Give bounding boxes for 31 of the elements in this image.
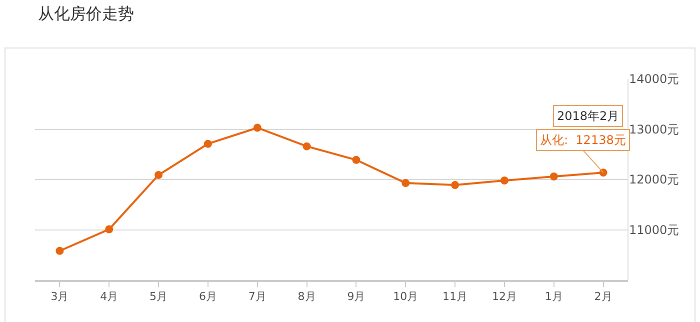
y-tick-label: 11000元 [629, 222, 680, 237]
point [105, 225, 114, 234]
annotation: 从化: 12138元 [540, 133, 626, 147]
point [599, 168, 608, 177]
point [154, 170, 163, 179]
x-tick-label: 1月 [544, 290, 563, 304]
y-tick-label: 14000元 [629, 72, 680, 86]
point [550, 172, 558, 180]
point [302, 142, 311, 150]
point [500, 176, 508, 185]
chart-title: 从化房价走势 [38, 4, 134, 24]
point [56, 246, 64, 255]
x-tick-label: 6月 [198, 290, 217, 304]
point [402, 179, 410, 188]
x-tick-label: 8月 [298, 290, 316, 304]
x-tick-label: 11月 [442, 290, 468, 304]
y-tick-label: 12000元 [629, 172, 680, 187]
x-tick-label: 12月 [492, 290, 517, 304]
annotation: 2018年2月 [557, 109, 620, 123]
x-tick-label: 2月 [594, 290, 612, 304]
point [204, 140, 212, 148]
point [451, 181, 460, 190]
x-tick-label: 3月 [50, 290, 69, 304]
point [352, 156, 360, 164]
x-tick-label: 5月 [150, 290, 168, 304]
x-tick-label: 10月 [393, 290, 418, 304]
x-tick-label: 9月 [347, 290, 366, 304]
y-tick-label: 13000元 [629, 122, 680, 136]
point [253, 124, 262, 132]
x-tick-label: 4月 [100, 290, 118, 304]
x-tick-label: 7月 [248, 290, 266, 304]
